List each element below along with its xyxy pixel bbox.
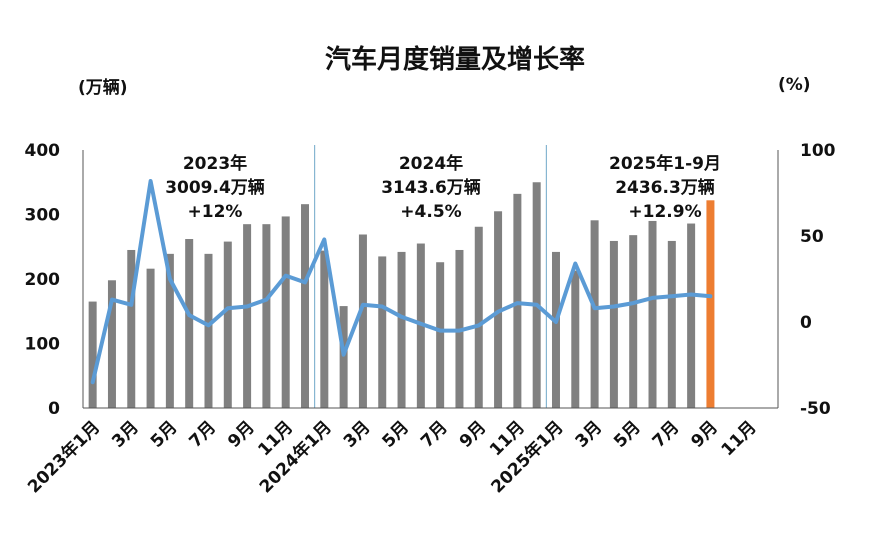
period-dividers — [314, 145, 547, 408]
left-tick-label-100: 100 — [25, 335, 61, 355]
left-tick-label-0: 0 — [48, 399, 60, 419]
sales-bar-25 — [551, 251, 560, 408]
period-2-year-label: 2024年 — [399, 153, 463, 174]
period-3-growth-label: +12.9% — [628, 202, 701, 222]
period-annotations: 2023年 3009.4万辆 +12% 2024年 3143.6万辆 +4.5% 2025年… — [165, 153, 721, 222]
left-axis-unit: (万辆) — [78, 77, 128, 98]
sales-bar-13 — [320, 250, 329, 408]
axes — [82, 150, 779, 409]
x-tick-label-8: 3月 — [340, 417, 375, 452]
sales-bar-29 — [629, 235, 638, 408]
x-tick-label-2: 3月 — [108, 417, 143, 452]
sales-bar-24 — [532, 182, 541, 408]
sales-bar-21 — [474, 226, 483, 408]
sales-bar-17 — [397, 251, 406, 408]
sales-bar-31 — [667, 240, 676, 408]
sales-bar-33 — [706, 200, 715, 408]
sales-bar-30 — [648, 220, 657, 408]
sales-bar-19 — [436, 262, 445, 408]
x-tick-label-10: 7月 — [417, 417, 452, 452]
sales-bar-6 — [185, 239, 194, 408]
left-tick-label-400: 400 — [25, 141, 61, 161]
x-tick-label-15: 5月 — [610, 417, 645, 452]
period-3-year-label: 2025年1-9月 — [609, 153, 721, 174]
x-tick-label-1: 2023年1月 — [23, 417, 104, 498]
period-2-total-label: 3143.6万辆 — [381, 177, 481, 198]
sales-bar-2 — [107, 280, 116, 408]
sales-bar-15 — [358, 234, 367, 408]
sales-bar-10 — [262, 224, 271, 408]
right-tick-label-50: 50 — [800, 227, 824, 247]
right-tick-label-100: 100 — [800, 141, 836, 161]
right-axis-unit: (%) — [778, 75, 811, 95]
growth-line — [90, 179, 713, 385]
sales-bar-8 — [223, 241, 232, 408]
sales-bar-14 — [339, 306, 348, 408]
x-tick-label-17: 9月 — [687, 417, 722, 452]
left-tick-label-200: 200 — [25, 270, 61, 290]
x-tick-label-14: 3月 — [572, 417, 607, 452]
period-3-total-label: 2436.3万辆 — [615, 177, 715, 198]
sales-bar-11 — [281, 216, 290, 408]
x-tick-label-3: 5月 — [147, 417, 182, 452]
x-tick-label-9: 5月 — [379, 417, 414, 452]
chart-title: 汽车月度销量及增长率 — [325, 44, 585, 75]
period-1-growth-label: +12% — [188, 202, 243, 222]
sales-bar-7 — [204, 253, 213, 408]
sales-bar-12 — [301, 204, 310, 408]
left-axis-ticks: 0 100 200 300 400 — [25, 141, 61, 419]
sales-bar-3 — [127, 249, 136, 408]
right-tick-label-0: 0 — [800, 313, 812, 333]
sales-bar-32 — [687, 223, 696, 408]
left-tick-label-300: 300 — [25, 206, 61, 226]
sales-bar-1 — [88, 301, 97, 408]
x-tick-label-18: 11月 — [718, 417, 761, 460]
sales-bar-23 — [513, 193, 522, 408]
sales-bar-5 — [165, 253, 174, 408]
x-tick-label-11: 9月 — [456, 417, 491, 452]
period-2-growth-label: +4.5% — [400, 202, 461, 222]
sales-bar-16 — [378, 256, 387, 408]
sales-bar-4 — [146, 268, 155, 408]
sales-bar-26 — [571, 270, 580, 408]
period-1-year-label: 2023年 — [183, 153, 247, 174]
x-tick-label-16: 7月 — [649, 417, 684, 452]
sales-bar-27 — [590, 220, 599, 408]
x-tick-label-4: 7月 — [185, 417, 220, 452]
right-tick-label--50: -50 — [800, 399, 831, 419]
sales-bar-9 — [243, 224, 252, 408]
right-axis-ticks: -50 0 50 100 — [800, 141, 836, 419]
sales-bar-28 — [609, 240, 618, 408]
period-1-total-label: 3009.4万辆 — [165, 177, 265, 198]
x-tick-label-5: 9月 — [224, 417, 259, 452]
